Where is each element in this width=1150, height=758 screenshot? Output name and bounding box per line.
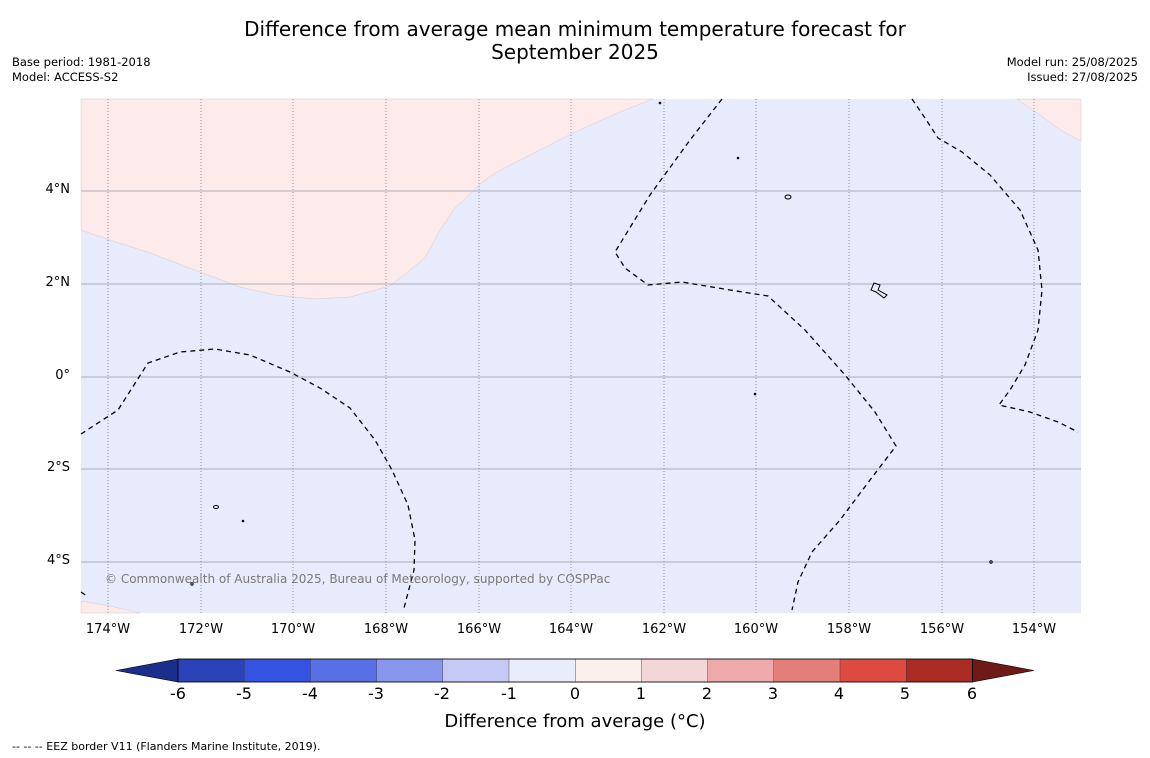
lon-tick: 158°W: [826, 622, 872, 637]
warm-region-southwest: [80, 600, 141, 614]
colorbar-bin: [310, 658, 378, 683]
lon-tick: 168°W: [363, 622, 409, 637]
eez-border-east: [911, 98, 1079, 433]
island-kiritimati: [870, 282, 888, 299]
colorbar-bin: [243, 658, 312, 683]
colorbar-tick: 5: [899, 684, 911, 703]
island-birnie: [190, 582, 194, 586]
island-small-4: [989, 560, 993, 564]
colorbar-bin: [641, 658, 709, 683]
island-kanton: [213, 505, 219, 509]
island-jarvis: [753, 392, 757, 396]
lon-tick: 172°W: [178, 622, 224, 637]
colorbar-tick: -1: [501, 684, 517, 703]
lat-gridlines: [81, 190, 1081, 563]
lon-tick: 164°W: [548, 622, 594, 637]
lon-tick: 170°W: [270, 622, 316, 637]
island-small-1: [241, 519, 245, 523]
lon-tick: 156°W: [919, 622, 965, 637]
colorbar-bin: [575, 658, 643, 683]
meta-left: Base period: 1981-2018 Model: ACCESS-S2: [12, 55, 151, 85]
eez-border-line-islands: [614, 98, 897, 611]
colorbar-bin: [839, 658, 907, 683]
colorbar-tick: -4: [302, 684, 318, 703]
colorbar-tick: 3: [767, 684, 779, 703]
eez-border-southwest-corner: [80, 591, 89, 598]
eez-borders: [80, 98, 1079, 611]
title-line-1: Difference from average mean minimum tem…: [244, 17, 906, 41]
colorbar-bin: [376, 658, 444, 683]
model-run: Model run: 25/08/2025: [1006, 55, 1138, 69]
colorbar-label: Difference from average (°C): [444, 711, 706, 732]
copyright-text: © Commonwealth of Australia 2025, Bureau…: [105, 572, 611, 586]
lat-tick: 0°: [55, 368, 70, 383]
colorbar-tick: -5: [236, 684, 252, 703]
lon-tick: 160°W: [733, 622, 779, 637]
colorbar-tick: 2: [701, 684, 713, 703]
lon-tick: 174°W: [85, 622, 131, 637]
colorbar-bin: [707, 658, 775, 683]
lat-tick: 2°S: [46, 460, 70, 475]
islands: [190, 101, 993, 586]
lon-tick: 154°W: [1011, 622, 1057, 637]
lat-tick: 2°N: [45, 275, 71, 290]
colorbar-tick: 1: [635, 684, 647, 703]
chart-title: Difference from average mean minimum tem…: [0, 18, 1150, 64]
lon-tick: 162°W: [641, 622, 687, 637]
island-small-2: [736, 156, 740, 160]
lat-tick: 4°N: [45, 182, 71, 197]
colorbar-tick: 0: [569, 684, 581, 703]
colorbar-tick: 4: [833, 684, 845, 703]
colorbar-bin: [442, 658, 510, 683]
colorbar-bin: [508, 658, 576, 683]
colorbar-extend-min: [115, 658, 179, 683]
colorbar-bin: [773, 658, 841, 683]
island-tabuaeran: [784, 194, 792, 200]
model-name: Model: ACCESS-S2: [12, 70, 119, 84]
colorbar-tick: 6: [966, 684, 978, 703]
legend-footer: -- -- -- EEZ border V11 (Flanders Marine…: [12, 740, 321, 753]
issued-date: Issued: 27/08/2025: [1027, 70, 1138, 84]
colorbar-tick: -2: [434, 684, 450, 703]
meta-right: Model run: 25/08/2025 Issued: 27/08/2025: [1007, 55, 1138, 85]
colorbar: [115, 658, 1035, 683]
title-line-2: September 2025: [491, 40, 659, 64]
base-period: Base period: 1981-2018: [12, 55, 151, 69]
colorbar-tick: -6: [170, 684, 186, 703]
eez-border-kiribati-west: [80, 348, 416, 609]
warm-region-northeast: [1016, 98, 1082, 142]
colorbar-bin: [906, 658, 974, 683]
lat-tick: 4°S: [46, 553, 70, 568]
colorbar-outline: [177, 658, 973, 683]
colorbar-tick: -3: [368, 684, 384, 703]
lon-tick: 166°W: [456, 622, 502, 637]
colorbar-bin: [177, 658, 245, 683]
colorbar-extend-max: [972, 658, 1035, 683]
warm-region-north: [80, 98, 654, 300]
island-small-3: [658, 101, 662, 105]
